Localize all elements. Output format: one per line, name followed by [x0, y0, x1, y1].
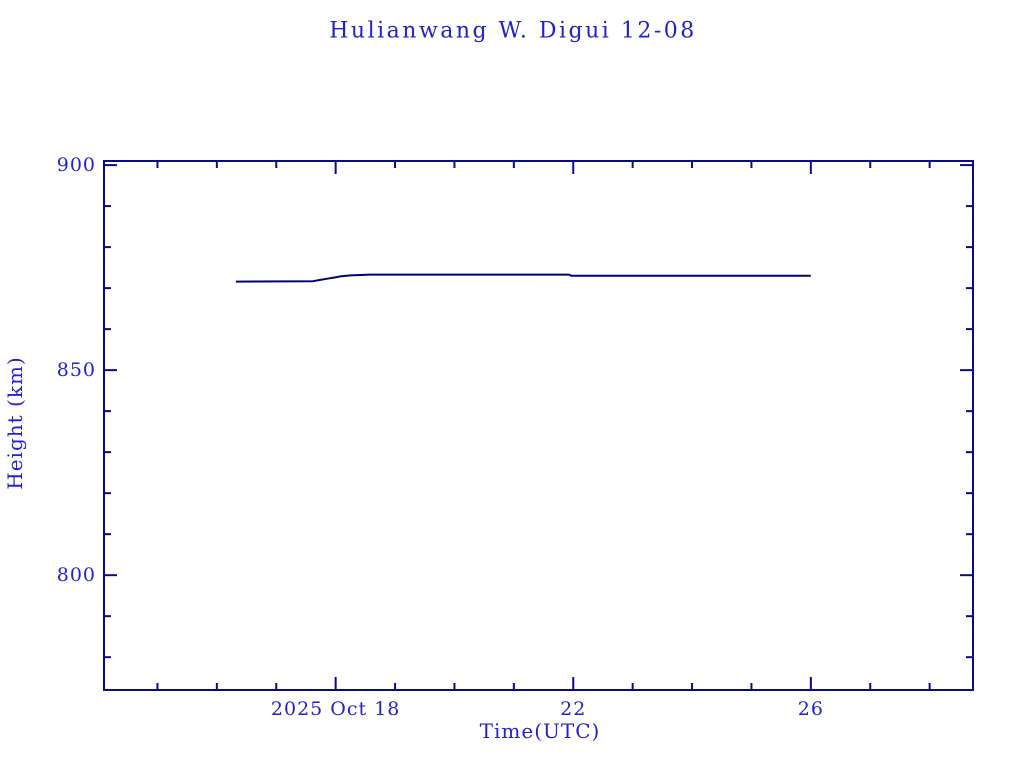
y-axis-label: Height (km) [3, 356, 27, 490]
x-tick-label: 22 [560, 698, 586, 720]
x-axis-label: Time(UTC) [479, 719, 601, 743]
x-tick-label: 2025 Oct 18 [271, 698, 400, 720]
y-tick-label: 850 [57, 359, 96, 381]
y-tick-label: 900 [57, 154, 96, 176]
y-tick-label: 800 [57, 564, 96, 586]
data-line-satellite-height [235, 273, 811, 283]
plot-border [103, 160, 974, 691]
chart-title: Hulianwang W. Digui 12-08 [329, 18, 697, 44]
x-tick-label: 26 [798, 698, 824, 720]
